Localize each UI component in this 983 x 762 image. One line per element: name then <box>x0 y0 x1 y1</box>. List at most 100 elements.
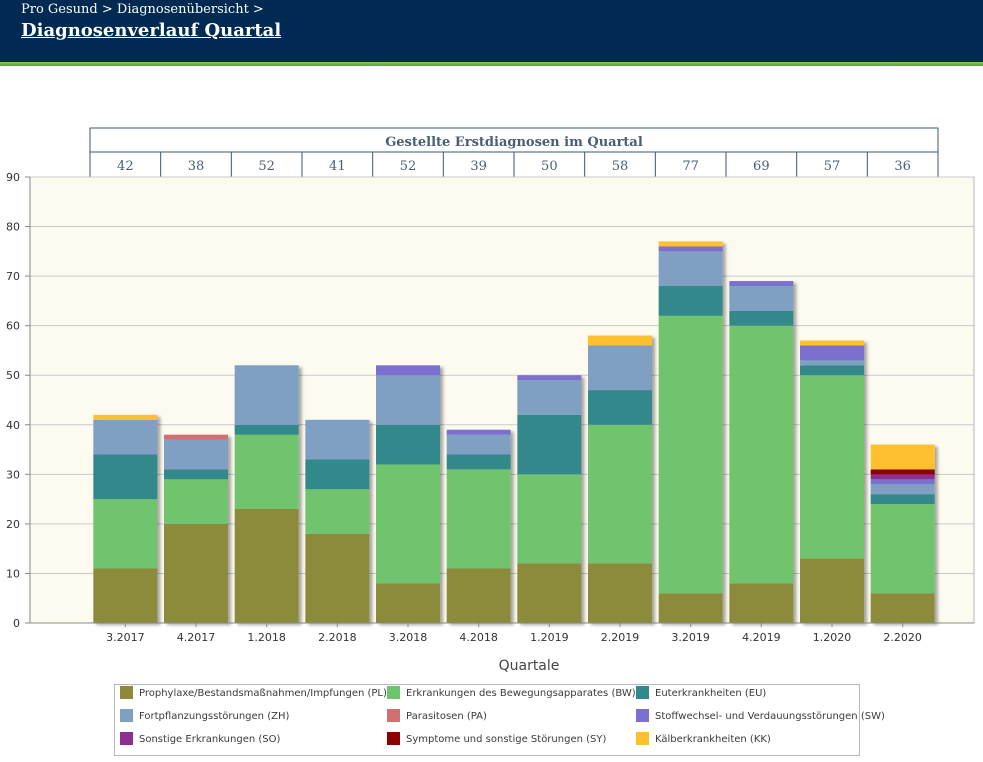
bar-segment <box>446 429 511 435</box>
bar-stack <box>517 375 582 623</box>
bar-segment <box>729 325 794 584</box>
legend-item[interactable]: Parasitosen (PA) <box>387 708 487 725</box>
bar-segment <box>729 310 794 326</box>
legend-item[interactable]: Fortpflanzungsstörungen (ZH) <box>120 708 290 725</box>
totals-table: Gestellte Erstdiagnosen im Quartal 42 38 52… <box>89 127 939 178</box>
bar-stack <box>658 241 723 623</box>
bar-segment <box>517 375 582 381</box>
bar-stack <box>376 365 440 623</box>
bar-segment <box>93 499 158 569</box>
bar-segment <box>729 583 794 623</box>
x-tick-label: 4.2018 <box>459 631 498 644</box>
totals-table-value: 50 <box>541 159 558 174</box>
totals-table-value: 36 <box>894 159 911 174</box>
bar-segment <box>870 469 935 475</box>
bar-segment <box>800 365 864 376</box>
legend-swatch <box>636 685 649 699</box>
x-tick-label: 2.2019 <box>601 631 640 644</box>
bar-segment <box>164 439 228 470</box>
legend-label: Sonstige Erkrankungen (SO) <box>139 734 281 745</box>
totals-table-value: 52 <box>400 159 417 174</box>
totals-table-value: 57 <box>824 159 841 174</box>
bar-stack <box>164 434 228 623</box>
bar-segment <box>305 489 370 534</box>
breadcrumb[interactable]: Pro Gesund > Diagnosenübersicht > <box>21 2 264 17</box>
page-title[interactable]: Diagnosenverlauf Quartal <box>21 20 282 41</box>
bar-segment <box>800 558 864 623</box>
bar-stack <box>800 340 864 623</box>
bar-segment <box>588 424 652 564</box>
bar-segment <box>93 568 158 623</box>
x-tick-label: 1.2019 <box>530 631 569 644</box>
bar-segment <box>870 593 935 623</box>
legend-swatch <box>636 708 649 722</box>
bar-segment <box>234 434 299 510</box>
legend-swatch <box>120 685 133 699</box>
bar-segment <box>870 474 935 480</box>
bar-stack <box>234 365 299 623</box>
legend-swatch <box>120 708 133 722</box>
legend-item[interactable]: Erkrankungen des Bewegungsapparates (BW) <box>387 685 636 702</box>
bar-segment <box>305 459 370 490</box>
legend-label: Stoffwechsel- und Verdauungsstörungen (S… <box>655 711 885 722</box>
y-tick-label: 40 <box>6 419 20 432</box>
totals-table-value: 58 <box>612 159 629 174</box>
bar-segment <box>446 469 511 569</box>
totals-table-title: Gestellte Erstdiagnosen im Quartal <box>385 135 643 150</box>
legend-item[interactable]: Euterkrankheiten (EU) <box>636 685 767 702</box>
legend-item[interactable]: Stoffwechsel- und Verdauungsstörungen (S… <box>636 708 885 725</box>
bar-segment <box>446 454 511 470</box>
legend-label: Fortpflanzungsstörungen (ZH) <box>139 711 290 722</box>
bars <box>93 241 935 623</box>
legend-label: Symptome und sonstige Störungen (SY) <box>406 734 607 745</box>
legend-label: Euterkrankheiten (EU) <box>655 688 767 699</box>
legend-item[interactable]: Sonstige Erkrankungen (SO) <box>120 731 281 748</box>
axes: 0 10 20 30 40 50 60 70 80 90 3.2017 4.2017 1.2018 2.2… <box>6 171 974 674</box>
legend-swatch <box>636 731 649 745</box>
bar-segment <box>93 454 158 500</box>
legend-swatch <box>387 685 400 699</box>
bar-segment <box>376 464 440 584</box>
x-tick-label: 4.2019 <box>742 631 781 644</box>
bar-stack <box>729 281 794 623</box>
legend-item[interactable]: Prophylaxe/Bestandsmaßnahmen/Impfungen (… <box>120 685 387 702</box>
y-tick-label: 70 <box>6 270 20 283</box>
bar-segment <box>517 414 582 475</box>
bar-segment <box>376 365 440 376</box>
legend-label: Erkrankungen des Bewegungsapparates (BW) <box>406 688 636 699</box>
bar-stack <box>305 419 370 623</box>
bar-segment <box>800 345 864 361</box>
x-tick-label: 3.2019 <box>671 631 710 644</box>
bar-segment <box>800 360 864 366</box>
bar-segment <box>164 479 228 524</box>
x-tick-label: 1.2018 <box>247 631 286 644</box>
bar-segment <box>164 434 228 440</box>
bar-segment <box>870 494 935 505</box>
bar-segment <box>517 380 582 415</box>
totals-table-value: 77 <box>682 159 699 174</box>
y-tick-label: 0 <box>13 617 20 630</box>
y-tick-label: 10 <box>6 567 20 580</box>
bar-segment <box>93 419 158 455</box>
legend-item[interactable]: Kälberkrankheiten (KK) <box>636 731 771 748</box>
legend-swatch <box>120 731 133 745</box>
bar-segment <box>870 484 935 495</box>
bar-segment <box>658 246 723 252</box>
totals-table-value: 69 <box>753 159 770 174</box>
legend-label: Kälberkrankheiten (KK) <box>655 734 771 745</box>
y-tick-label: 20 <box>6 518 20 531</box>
legend-item[interactable]: Symptome und sonstige Störungen (SY) <box>387 731 607 748</box>
bar-segment <box>658 241 723 247</box>
totals-table-value: 39 <box>470 159 487 174</box>
x-tick-label: 1.2020 <box>813 631 852 644</box>
bar-segment <box>164 523 228 623</box>
y-tick-label: 80 <box>6 221 20 234</box>
bar-segment <box>658 251 723 287</box>
bar-segment <box>729 281 794 287</box>
bar-stack <box>588 335 652 623</box>
bar-segment <box>658 315 723 594</box>
bar-segment <box>800 340 864 346</box>
bar-segment <box>234 424 299 435</box>
bar-segment <box>517 563 582 623</box>
bar-segment <box>164 469 228 480</box>
